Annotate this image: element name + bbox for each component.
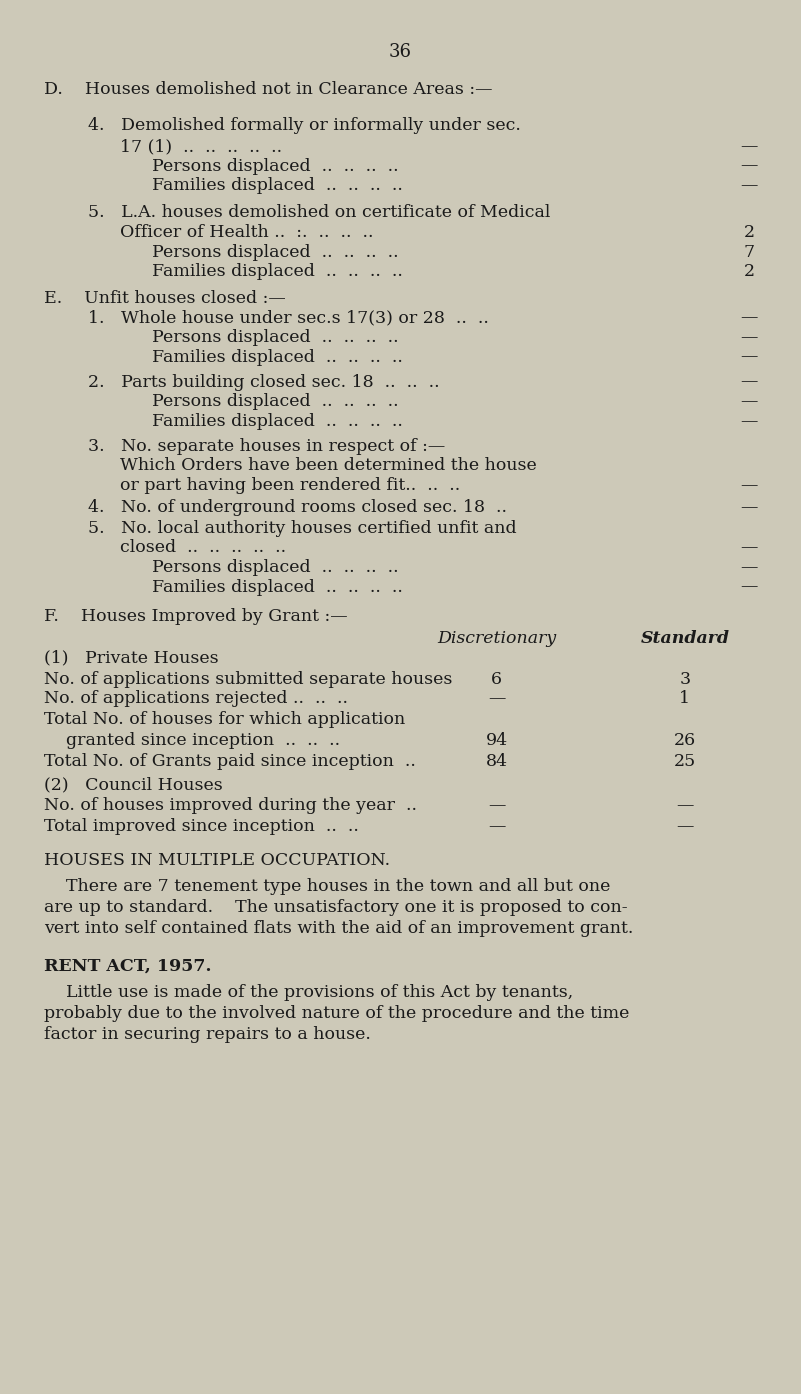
Text: Persons displaced  ..  ..  ..  ..: Persons displaced .. .. .. .. xyxy=(152,158,399,174)
Text: —: — xyxy=(740,348,758,365)
Text: —: — xyxy=(740,309,758,326)
Text: RENT ACT, 1957.: RENT ACT, 1957. xyxy=(44,958,211,974)
Text: —: — xyxy=(488,818,505,835)
Text: 2.   Parts building closed sec. 18  ..  ..  ..: 2. Parts building closed sec. 18 .. .. .… xyxy=(88,374,440,390)
Text: 3.   No. separate houses in respect of :—: 3. No. separate houses in respect of :— xyxy=(88,438,445,454)
Text: (1)   Private Houses: (1) Private Houses xyxy=(44,650,219,666)
Text: —: — xyxy=(740,579,758,595)
Text: 17 (1)  ..  ..  ..  ..  ..: 17 (1) .. .. .. .. .. xyxy=(120,138,282,155)
Text: 25: 25 xyxy=(674,753,696,769)
Text: 2: 2 xyxy=(743,224,755,241)
Text: factor in securing repairs to a house.: factor in securing repairs to a house. xyxy=(44,1026,371,1043)
Text: Persons displaced  ..  ..  ..  ..: Persons displaced .. .. .. .. xyxy=(152,329,399,346)
Text: E.    Unfit houses closed :—: E. Unfit houses closed :— xyxy=(44,290,286,307)
Text: Families displaced  ..  ..  ..  ..: Families displaced .. .. .. .. xyxy=(152,348,403,365)
Text: are up to standard.    The unsatisfactory one it is proposed to con-: are up to standard. The unsatisfactory o… xyxy=(44,899,628,916)
Text: Families displaced  ..  ..  ..  ..: Families displaced .. .. .. .. xyxy=(152,413,403,429)
Text: —: — xyxy=(740,177,758,194)
Text: —: — xyxy=(740,138,758,155)
Text: Little use is made of the provisions of this Act by tenants,: Little use is made of the provisions of … xyxy=(44,984,574,1001)
Text: vert into self contained flats with the aid of an improvement grant.: vert into self contained flats with the … xyxy=(44,920,634,937)
Text: Total improved since inception  ..  ..: Total improved since inception .. .. xyxy=(44,818,359,835)
Text: —: — xyxy=(488,690,505,707)
Text: —: — xyxy=(488,797,505,814)
Text: —: — xyxy=(740,559,758,576)
Text: There are 7 tenement type houses in the town and all but one: There are 7 tenement type houses in the … xyxy=(44,878,610,895)
Text: —: — xyxy=(740,393,758,410)
Text: closed  ..  ..  ..  ..  ..: closed .. .. .. .. .. xyxy=(120,539,286,556)
Text: 2: 2 xyxy=(743,263,755,280)
Text: Persons displaced  ..  ..  ..  ..: Persons displaced .. .. .. .. xyxy=(152,244,399,261)
Text: 5.   L.A. houses demolished on certificate of Medical: 5. L.A. houses demolished on certificate… xyxy=(88,204,550,220)
Text: —: — xyxy=(740,158,758,174)
Text: No. of applications submitted separate houses: No. of applications submitted separate h… xyxy=(44,671,453,687)
Text: —: — xyxy=(676,797,694,814)
Text: Total No. of Grants paid since inception  ..: Total No. of Grants paid since inception… xyxy=(44,753,416,769)
Text: Families displaced  ..  ..  ..  ..: Families displaced .. .. .. .. xyxy=(152,263,403,280)
Text: 3: 3 xyxy=(679,671,690,687)
Text: Families displaced  ..  ..  ..  ..: Families displaced .. .. .. .. xyxy=(152,579,403,595)
Text: 1: 1 xyxy=(679,690,690,707)
Text: 4.   No. of underground rooms closed sec. 18  ..: 4. No. of underground rooms closed sec. … xyxy=(88,499,507,516)
Text: 6: 6 xyxy=(491,671,502,687)
Text: No. of houses improved during the year  ..: No. of houses improved during the year .… xyxy=(44,797,417,814)
Text: HOUSES IN MULTIPLE OCCUPATION.: HOUSES IN MULTIPLE OCCUPATION. xyxy=(44,852,390,868)
Text: Persons displaced  ..  ..  ..  ..: Persons displaced .. .. .. .. xyxy=(152,393,399,410)
Text: —: — xyxy=(740,499,758,516)
Text: No. of applications rejected ..  ..  ..: No. of applications rejected .. .. .. xyxy=(44,690,348,707)
Text: Officer of Health ..  :.  ..  ..  ..: Officer of Health .. :. .. .. .. xyxy=(120,224,373,241)
Text: Total No. of houses for which application: Total No. of houses for which applicatio… xyxy=(44,711,405,728)
Text: D.    Houses demolished not in Clearance Areas :—: D. Houses demolished not in Clearance Ar… xyxy=(44,81,493,98)
Text: Which Orders have been determined the house: Which Orders have been determined the ho… xyxy=(120,457,537,474)
Text: 84: 84 xyxy=(485,753,508,769)
Text: Discretionary: Discretionary xyxy=(437,630,556,647)
Text: Families displaced  ..  ..  ..  ..: Families displaced .. .. .. .. xyxy=(152,177,403,194)
Text: Standard: Standard xyxy=(640,630,730,647)
Text: 1.   Whole house under sec.s 17(3) or 28  ..  ..: 1. Whole house under sec.s 17(3) or 28 .… xyxy=(88,309,489,326)
Text: —: — xyxy=(676,818,694,835)
Text: F.    Houses Improved by Grant :—: F. Houses Improved by Grant :— xyxy=(44,608,348,625)
Text: —: — xyxy=(740,329,758,346)
Text: —: — xyxy=(740,539,758,556)
Text: —: — xyxy=(740,374,758,390)
Text: or part having been rendered fit..  ..  ..: or part having been rendered fit.. .. .. xyxy=(120,477,461,493)
Text: —: — xyxy=(740,477,758,493)
Text: Persons displaced  ..  ..  ..  ..: Persons displaced .. .. .. .. xyxy=(152,559,399,576)
Text: probably due to the involved nature of the procedure and the time: probably due to the involved nature of t… xyxy=(44,1005,630,1022)
Text: 7: 7 xyxy=(743,244,755,261)
Text: 4.   Demolished formally or informally under sec.: 4. Demolished formally or informally und… xyxy=(88,117,521,134)
Text: 94: 94 xyxy=(485,732,508,749)
Text: —: — xyxy=(740,413,758,429)
Text: 26: 26 xyxy=(674,732,696,749)
Text: granted since inception  ..  ..  ..: granted since inception .. .. .. xyxy=(44,732,340,749)
Text: (2)   Council Houses: (2) Council Houses xyxy=(44,776,223,793)
Text: 36: 36 xyxy=(389,43,412,61)
Text: 5.   No. local authority houses certified unfit and: 5. No. local authority houses certified … xyxy=(88,520,517,537)
